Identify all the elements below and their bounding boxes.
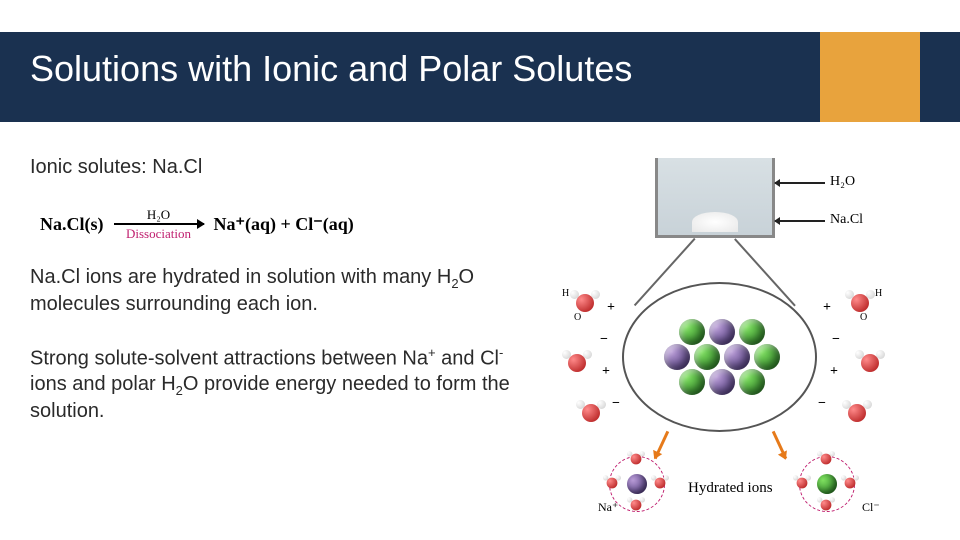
beaker-h2o-label: H₂O — [830, 174, 855, 190]
dissociation-equation: Na.Cl(s) H₂O Dissociation Na⁺(aq) + Cl⁻(… — [40, 208, 530, 240]
dissolution-diagram: H₂O Na.Cl + − + − + − + − H O H O — [560, 150, 930, 520]
water-molecule-icon — [842, 400, 872, 426]
eq-reactant: Na.Cl(s) — [40, 214, 104, 235]
beaker-nacl-label: Na.Cl — [830, 212, 863, 228]
paragraph-hydration: Na.Cl ions are hydrated in solution with… — [30, 265, 530, 317]
hydrated-cl-ion — [795, 452, 859, 516]
body-content: Ionic solutes: Na.Cl Na.Cl(s) H₂O Dissoc… — [30, 155, 530, 452]
cl-ion-label: Cl⁻ — [862, 500, 880, 515]
paragraph-attractions: Strong solute-solvent attractions betwee… — [30, 345, 530, 424]
nacl-pile — [692, 212, 738, 232]
water-molecule-icon — [562, 350, 592, 376]
arrow-to-water — [775, 182, 825, 184]
subtitle-text: Ionic solutes: Na.Cl — [30, 155, 530, 180]
eq-arrow: H₂O Dissociation — [114, 208, 204, 240]
eq-bottom-label: Dissociation — [126, 227, 191, 240]
water-molecule-icon — [855, 350, 885, 376]
title-accent-block — [820, 32, 920, 122]
slide-title: Solutions with Ionic and Polar Solutes — [30, 48, 632, 90]
arrow-to-nacl — [775, 220, 825, 222]
water-molecule-icon — [576, 400, 606, 426]
na-ion-label: Na⁺ — [598, 500, 618, 515]
beaker-illustration — [655, 158, 775, 238]
eq-top-label: H₂O — [147, 208, 170, 221]
arrow-icon — [772, 431, 787, 459]
eq-products: Na⁺(aq) + Cl⁻(aq) — [214, 214, 354, 235]
ionic-lattice-ring — [622, 282, 817, 432]
hydrated-ions-label: Hydrated ions — [688, 480, 773, 497]
